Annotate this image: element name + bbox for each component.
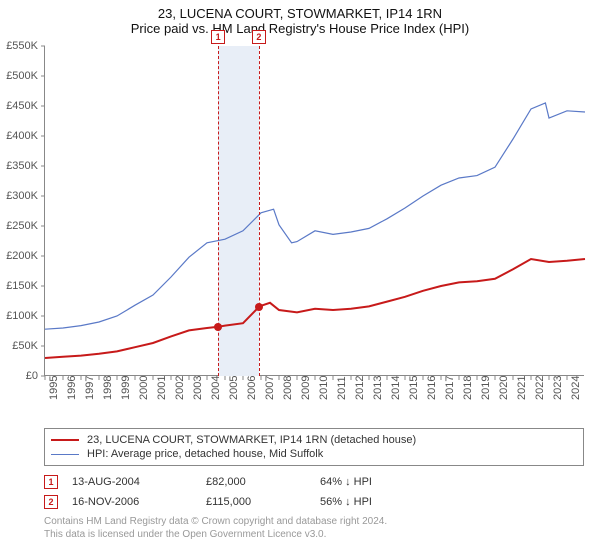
- x-tick-label: 2020: [498, 376, 510, 400]
- y-tick-label: £200K: [2, 250, 38, 262]
- y-tick-label: £500K: [2, 70, 38, 82]
- sale-pct-2: 56% ↓ HPI: [320, 496, 420, 508]
- y-tick-label: £250K: [2, 220, 38, 232]
- x-tick-label: 2017: [444, 376, 456, 400]
- x-tick-label: 2004: [210, 376, 222, 400]
- footer-line1: Contains HM Land Registry data © Crown c…: [44, 516, 584, 529]
- x-tick-label: 1995: [48, 376, 60, 400]
- y-tick-label: £450K: [2, 100, 38, 112]
- x-tick-label: 2012: [354, 376, 366, 400]
- x-tick-label: 2001: [156, 376, 168, 400]
- sale-price-1: £82,000: [206, 476, 306, 488]
- swatch-property: [51, 439, 79, 441]
- x-tick-label: 2008: [282, 376, 294, 400]
- x-tick-label: 1998: [102, 376, 114, 400]
- y-tick-label: £550K: [2, 40, 38, 52]
- footer-line2: This data is licensed under the Open Gov…: [44, 529, 584, 542]
- x-tick-label: 2022: [534, 376, 546, 400]
- legend-row-property: 23, LUCENA COURT, STOWMARKET, IP14 1RN (…: [51, 433, 577, 447]
- x-tick-label: 2021: [516, 376, 528, 400]
- sale-marker-box: 2: [252, 30, 266, 44]
- title-main: 23, LUCENA COURT, STOWMARKET, IP14 1RN: [0, 6, 600, 21]
- y-tick-label: £150K: [2, 280, 38, 292]
- chart: 12 £0 £50K £100K £150K £200K £250K £300K £350K £…: [0, 46, 600, 400]
- x-tick-label: 2005: [228, 376, 240, 400]
- legend-row-hpi: HPI: Average price, detached house, Mid …: [51, 447, 577, 461]
- x-tick-label: 2010: [318, 376, 330, 400]
- legend-label-hpi: HPI: Average price, detached house, Mid …: [87, 448, 323, 460]
- x-tick-label: 2018: [462, 376, 474, 400]
- x-tick-label: 2006: [246, 376, 258, 400]
- sale-point-dot: [214, 323, 222, 331]
- x-tick-label: 2013: [372, 376, 384, 400]
- x-tick-label: 1996: [66, 376, 78, 400]
- y-tick-label: £50K: [2, 340, 38, 352]
- y-tick-label: £400K: [2, 130, 38, 142]
- x-tick-label: 2019: [480, 376, 492, 400]
- x-tick-label: 1997: [84, 376, 96, 400]
- sale-marker-line: [259, 46, 260, 376]
- sale-marker-1: 1: [44, 475, 58, 489]
- sale-pct-1: 64% ↓ HPI: [320, 476, 420, 488]
- footer: Contains HM Land Registry data © Crown c…: [44, 512, 584, 541]
- x-tick-label: 2011: [336, 376, 348, 400]
- x-tick-label: 2023: [552, 376, 564, 400]
- sale-marker-2: 2: [44, 495, 58, 509]
- title-block: 23, LUCENA COURT, STOWMARKET, IP14 1RN P…: [0, 0, 600, 36]
- sale-date-1: 13-AUG-2004: [72, 476, 192, 488]
- x-tick-label: 2014: [390, 376, 402, 400]
- series-hpi: [45, 103, 585, 329]
- x-tick-label: 2002: [174, 376, 186, 400]
- swatch-hpi: [51, 454, 79, 455]
- sale-row-2: 2 16-NOV-2006 £115,000 56% ↓ HPI: [44, 492, 584, 512]
- plot-area: 12: [44, 46, 584, 376]
- x-tick-label: 2007: [264, 376, 276, 400]
- y-tick-label: £100K: [2, 310, 38, 322]
- chart-svg: [45, 46, 585, 376]
- sale-point-dot: [255, 303, 263, 311]
- sale-price-2: £115,000: [206, 496, 306, 508]
- x-tick-label: 2000: [138, 376, 150, 400]
- legend-block: 23, LUCENA COURT, STOWMARKET, IP14 1RN (…: [44, 428, 584, 541]
- legend-label-property: 23, LUCENA COURT, STOWMARKET, IP14 1RN (…: [87, 434, 416, 446]
- y-tick-label: £0: [2, 370, 38, 382]
- title-sub: Price paid vs. HM Land Registry's House …: [0, 21, 600, 36]
- x-tick-label: 2003: [192, 376, 204, 400]
- x-tick-label: 2009: [300, 376, 312, 400]
- series-property: [45, 259, 585, 358]
- x-tick-label: 2024: [570, 376, 582, 400]
- x-tick-label: 2015: [408, 376, 420, 400]
- sale-marker-box: 1: [211, 30, 225, 44]
- y-tick-label: £350K: [2, 160, 38, 172]
- x-tick-label: 1999: [120, 376, 132, 400]
- y-tick-label: £300K: [2, 190, 38, 202]
- legend-box: 23, LUCENA COURT, STOWMARKET, IP14 1RN (…: [44, 428, 584, 466]
- x-tick-label: 2016: [426, 376, 438, 400]
- sale-row-1: 1 13-AUG-2004 £82,000 64% ↓ HPI: [44, 472, 584, 492]
- sale-date-2: 16-NOV-2006: [72, 496, 192, 508]
